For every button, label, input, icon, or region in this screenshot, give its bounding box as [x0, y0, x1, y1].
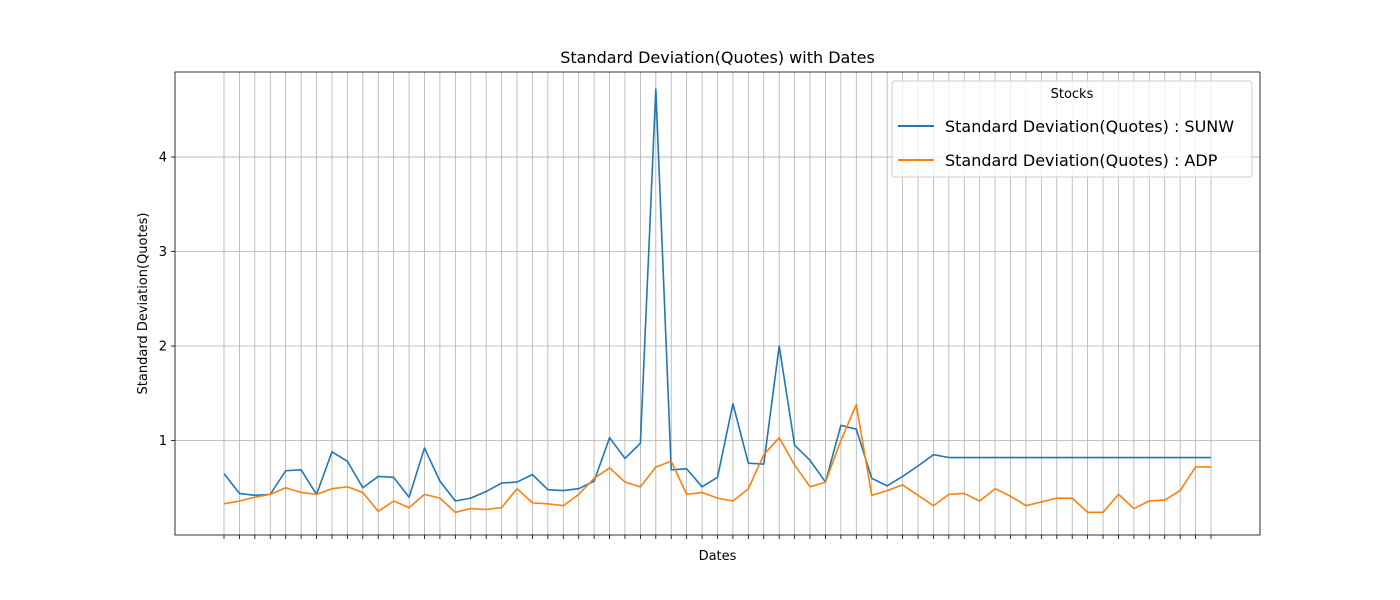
legend: Stocks Standard Deviation(Quotes) : SUNW… — [891, 80, 1253, 178]
y-tick-label: 3 — [159, 245, 167, 260]
series-layer — [223, 88, 1211, 514]
legend-entry-label: Standard Deviation(Quotes) : ADP — [945, 151, 1218, 170]
y-tick-label: 1 — [159, 434, 167, 449]
series-line-sunw — [223, 88, 1211, 502]
legend-box — [891, 80, 1253, 178]
y-axis-label: Standard Deviation(Quotes) — [136, 213, 151, 395]
chart-title: Standard Deviation(Quotes) with Dates — [560, 48, 875, 67]
legend-items: Standard Deviation(Quotes) : SUNW Standar… — [898, 117, 1234, 170]
ticks-layer: 1 2 3 4 — [159, 151, 1212, 539]
y-tick-label: 2 — [159, 340, 167, 355]
legend-title: Stocks — [1051, 87, 1094, 102]
series-line-adp — [223, 403, 1211, 514]
legend-entry-label: Standard Deviation(Quotes) : SUNW — [945, 117, 1234, 136]
x-axis-label: Dates — [699, 549, 737, 564]
y-tick-label: 4 — [159, 151, 167, 166]
